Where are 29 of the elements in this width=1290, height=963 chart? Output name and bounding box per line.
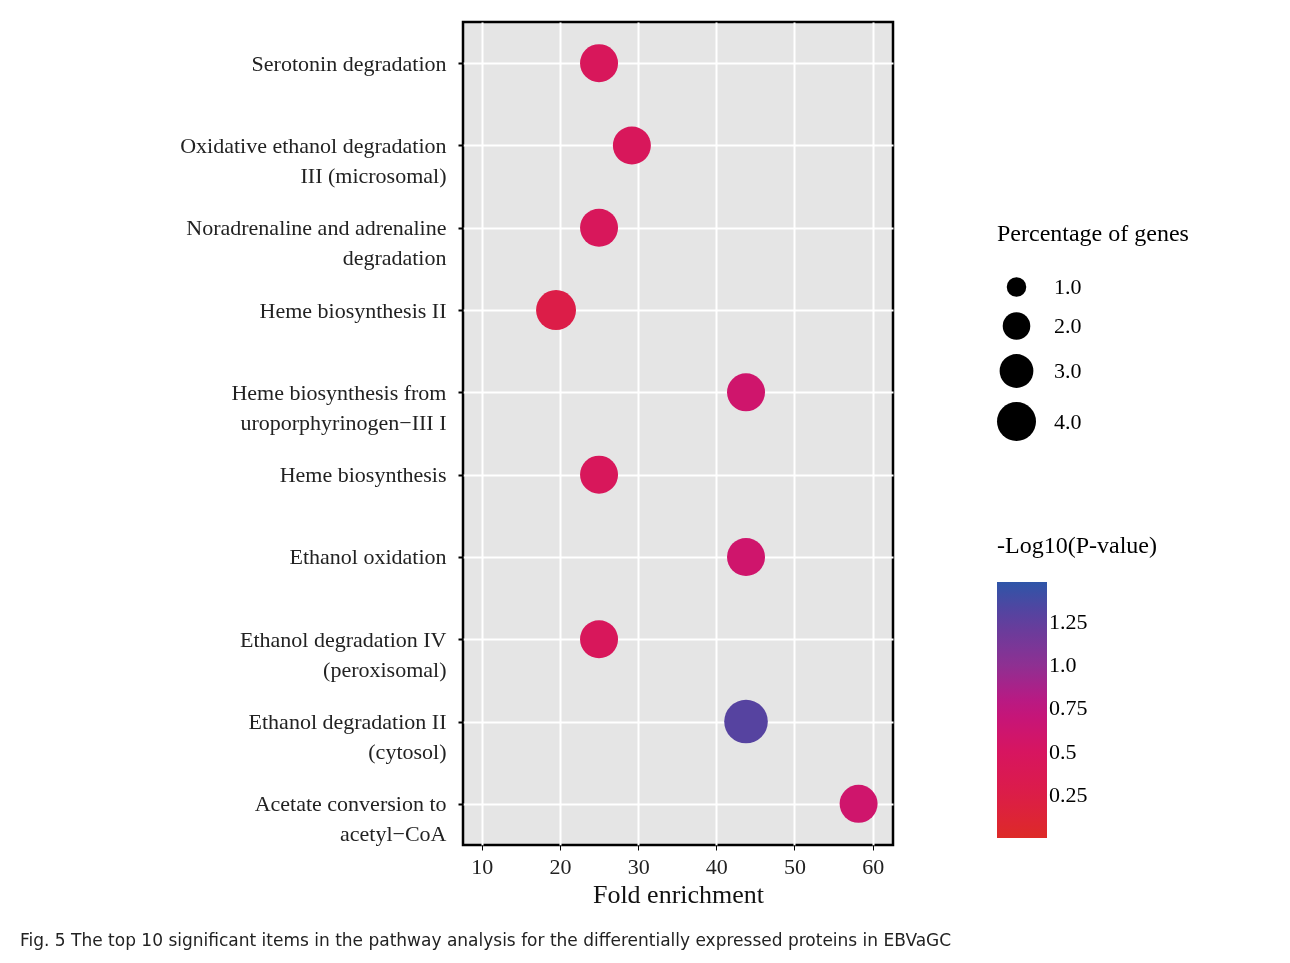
legend-label: 1.0 xyxy=(1054,274,1082,299)
y-tick-label: Heme biosynthesis xyxy=(279,462,447,488)
x-tick-label: 50 xyxy=(783,853,806,879)
y-tick-label: Heme biosynthesis II xyxy=(259,297,447,323)
legend-label: 4.0 xyxy=(1054,408,1082,434)
y-tick-label: Ethanol degradation IV (peroxisomal) xyxy=(240,626,447,682)
x-tick-label: 10 xyxy=(471,853,494,879)
color-bar-label: 0.75 xyxy=(1049,695,1088,721)
legend-title: Percentage of genes xyxy=(997,220,1189,246)
y-tick-label: Ethanol degradation II (cytosol) xyxy=(248,709,447,765)
legend-label: 3.0 xyxy=(1054,358,1082,383)
x-tick-label: 60 xyxy=(862,853,885,879)
x-tick-label: 30 xyxy=(627,853,650,879)
color-bar-label: 0.25 xyxy=(1049,781,1088,807)
legend-label: 2.0 xyxy=(1054,313,1082,338)
y-tick-label: Oxidative ethanol degradation III (microsomal) xyxy=(180,132,447,188)
color-bar-title: -Log10(P-value) xyxy=(997,532,1157,558)
x-axis-title: Fold enrichment xyxy=(592,879,765,909)
y-tick-label: Ethanol oxidation xyxy=(289,544,447,570)
x-tick-label: 40 xyxy=(705,853,728,879)
x-tick-label: 20 xyxy=(549,853,572,879)
color-bar-label: 1.25 xyxy=(1049,608,1088,634)
color-bar-label: 1.0 xyxy=(1049,652,1077,678)
y-tick-label: Acetate conversion to acetyl−CoA xyxy=(254,791,447,847)
y-tick-label: Serotonin degradation xyxy=(251,50,447,76)
y-tick-label: Noradrenaline and adrenaline degradation xyxy=(186,215,447,271)
caption: Fig. 5 The top 10 significant items in the pathway analysis for the differentially expressed proteins in EBVaGC xyxy=(20,930,952,950)
color-bar-label: 0.5 xyxy=(1049,738,1077,764)
y-tick-label: Heme biosynthesis from uroporphyrinogen−III I xyxy=(231,379,447,435)
